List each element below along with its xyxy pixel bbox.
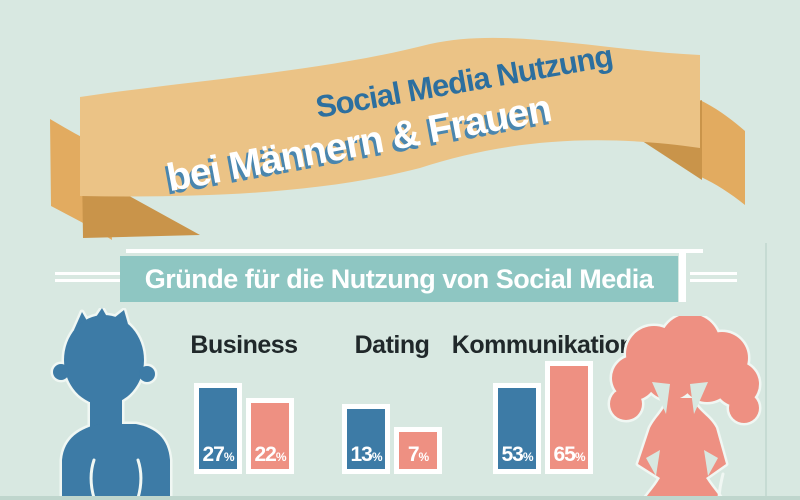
bar-fill: 53% xyxy=(498,388,536,469)
man-silhouette-icon xyxy=(48,308,188,500)
bar-fill: 27% xyxy=(199,388,237,469)
header-offset-line-top xyxy=(126,249,703,253)
banner-ribbon xyxy=(50,37,745,240)
section-header-title: Gründe für die Nutzung von Social Media xyxy=(144,263,654,294)
bar-value-label: 22% xyxy=(254,443,286,466)
decor-vertical-seam xyxy=(765,243,767,500)
bar-dating-men: 13% xyxy=(342,404,390,474)
header-offset-line-right xyxy=(679,249,686,302)
category-label-business: Business xyxy=(190,331,298,359)
bar-kommunikation-men: 53% xyxy=(493,383,541,474)
bar-value-label: 7% xyxy=(407,443,429,466)
category-label-kommunikation: Kommunikation xyxy=(451,331,635,359)
bar-value-label: 53% xyxy=(501,443,533,466)
bar-business-women: 22% xyxy=(246,398,294,474)
bar-business-men: 27% xyxy=(194,383,242,474)
bar-value-label: 65% xyxy=(553,443,585,466)
ribbon-band xyxy=(80,37,700,197)
bar-fill: 22% xyxy=(251,403,289,469)
decor-line-right-2 xyxy=(690,279,737,282)
bar-fill: 65% xyxy=(550,366,588,469)
bar-value-label: 27% xyxy=(202,443,234,466)
bar-dating-women: 7% xyxy=(394,427,442,474)
section-header-bar: Gründe für die Nutzung von Social Media xyxy=(120,256,678,302)
bar-fill: 13% xyxy=(347,409,385,469)
bar-kommunikation-women: 65% xyxy=(545,361,593,474)
decor-line-left-2 xyxy=(55,279,120,282)
woman-silhouette-icon xyxy=(602,316,767,500)
bottom-edge-strip xyxy=(0,496,800,500)
bar-value-label: 13% xyxy=(350,443,382,466)
bar-fill: 7% xyxy=(399,432,437,469)
ribbon-right-tail xyxy=(700,100,745,205)
decor-line-right-1 xyxy=(690,272,737,275)
category-label-dating: Dating xyxy=(354,331,430,359)
decor-line-left-1 xyxy=(55,272,120,275)
